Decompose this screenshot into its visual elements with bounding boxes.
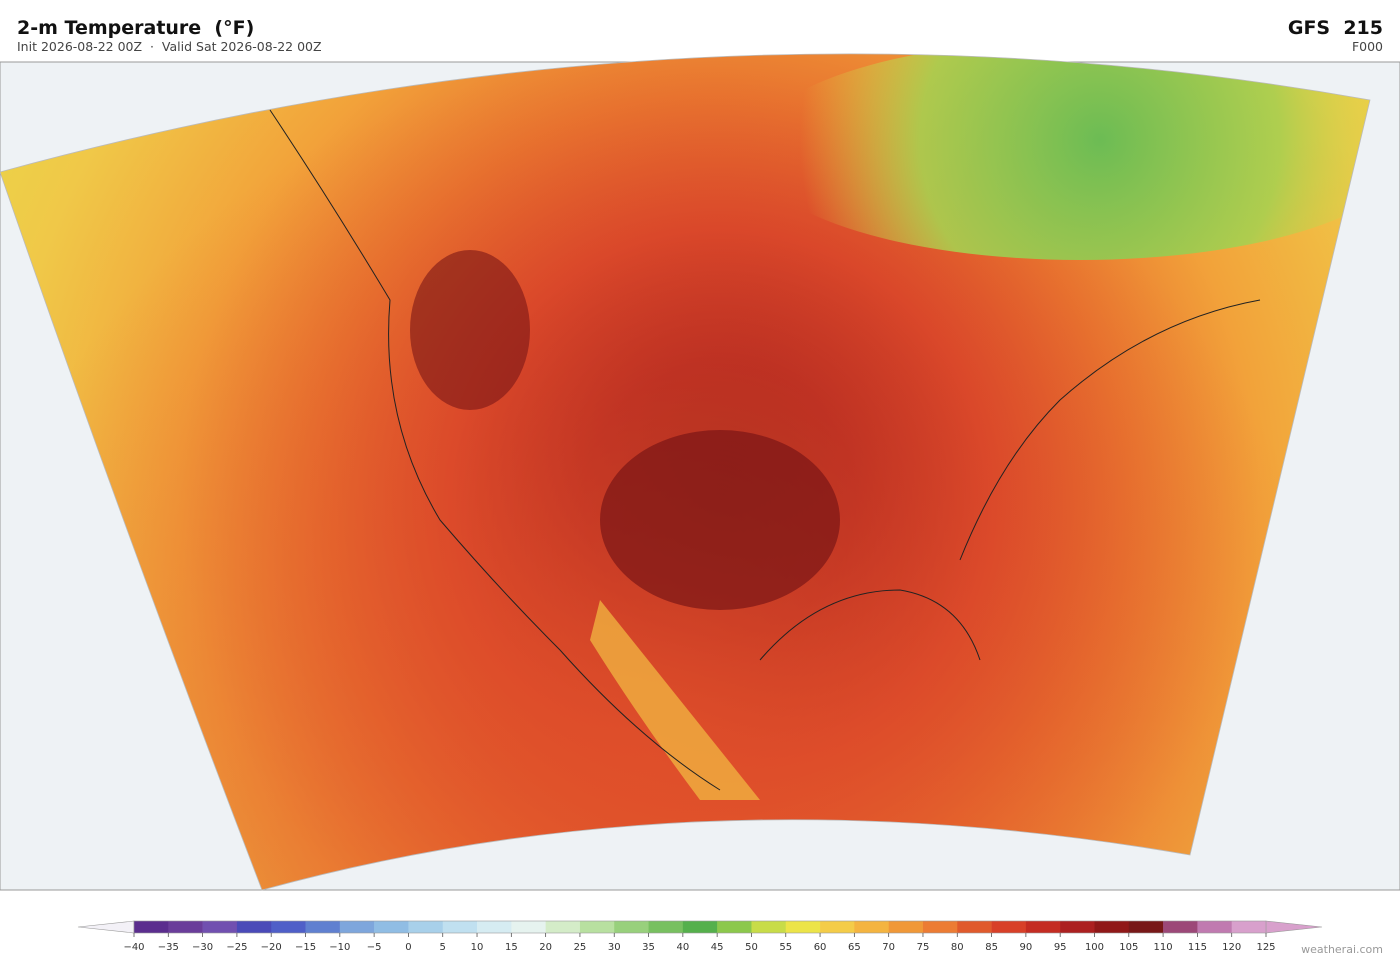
colorbar-segment — [991, 921, 1027, 933]
colorbar-frame — [133, 920, 1267, 934]
colorbar-segment — [1128, 921, 1164, 933]
colorbar-tick-label: 110 — [1154, 942, 1173, 953]
colorbar-tick-label: 10 — [471, 942, 484, 953]
colorbar-tick-label: 60 — [814, 942, 827, 953]
colorbar-segment — [271, 921, 306, 933]
colorbar-segment — [614, 921, 649, 933]
subtitle: Init 2026-08-22 00Z · Valid Sat 2026-08-… — [17, 39, 322, 54]
colorbar-tick-label: 40 — [676, 942, 689, 953]
colorbar-segment — [236, 921, 272, 933]
colorbar-tick-label: 25 — [574, 942, 587, 953]
colorbar-tick-label: −30 — [192, 942, 213, 953]
colorbar-segment — [854, 921, 889, 933]
colorbar-tick-label: 0 — [405, 942, 411, 953]
colorbar-tick-label: 95 — [1054, 942, 1067, 953]
colorbar-tick-label: 105 — [1119, 942, 1138, 953]
colorbar-segment — [1094, 921, 1130, 933]
colorbar-tick-label: 75 — [917, 942, 930, 953]
colorbar-tick-label: 100 — [1085, 942, 1104, 953]
colorbar-tick-label: −40 — [123, 942, 144, 953]
colorbar-segment — [202, 921, 238, 933]
colorbar-tick-label: −20 — [261, 942, 282, 953]
colorbar-tick-label: −5 — [367, 942, 382, 953]
colorbar-tick-label: 55 — [779, 942, 792, 953]
colorbar-tick-label: 45 — [711, 942, 724, 953]
colorbar-tick-label: 30 — [608, 942, 621, 953]
colorbar-tick-label: 15 — [505, 942, 518, 953]
colorbar-extend-low — [77, 920, 135, 934]
colorbar-segment — [1025, 921, 1061, 933]
colorbar-extend-high — [1265, 920, 1323, 934]
colorbar-segment — [1197, 921, 1232, 933]
colorbar-segment — [648, 921, 684, 933]
map — [0, 53, 1400, 891]
colorbar-segment — [408, 921, 444, 933]
colorbar-segment — [168, 921, 203, 933]
colorbar-segment — [579, 921, 615, 933]
colorbar-tick-label: 85 — [985, 942, 998, 953]
colorbar-segment — [922, 921, 958, 933]
colorbar: −40 −35 −30 −25 −20 −15 −10 −5 0 5 10 15 20 25 30 35 40 4… — [77, 920, 1323, 953]
colorbar-segment — [682, 921, 718, 933]
colorbar-segment — [1231, 921, 1267, 933]
colorbar-segment — [442, 921, 478, 933]
colorbar-tick-label: 125 — [1256, 942, 1275, 953]
colorbar-tick-label: 5 — [440, 942, 446, 953]
colorbar-segment — [751, 921, 787, 933]
colorbar-tick-label: −10 — [329, 942, 350, 953]
colorbar-segment — [785, 921, 821, 933]
temperature-field — [0, 53, 1370, 891]
colorbar-tick-label: 120 — [1222, 942, 1241, 953]
colorbar-segment — [477, 921, 512, 933]
colorbar-segment — [545, 921, 581, 933]
coastline — [269, 109, 1261, 791]
colorbar-segment — [134, 921, 169, 933]
colorbar-tick-label: 35 — [642, 942, 655, 953]
watermark: weatherai.com — [1301, 943, 1383, 956]
colorbar-tick-label: −15 — [295, 942, 316, 953]
model-label: GFS 215 — [1288, 17, 1383, 39]
colorbar-segment — [717, 921, 752, 933]
colorbar-tick-label: 90 — [1020, 942, 1033, 953]
colorbar-segment — [820, 921, 855, 933]
colorbar-segment — [305, 921, 341, 933]
colorbar-tick-label: −25 — [226, 942, 247, 953]
colorbar-segment — [374, 921, 409, 933]
colorbar-tick-label: −35 — [158, 942, 179, 953]
colorbar-tick-label: 80 — [951, 942, 964, 953]
colorbar-tick-label: 65 — [848, 942, 861, 953]
colorbar-segment — [339, 921, 375, 933]
colorbar-tick-label: 115 — [1188, 942, 1207, 953]
colorbar-tick-label: 20 — [539, 942, 552, 953]
colorbar-segment — [511, 921, 546, 933]
colorbar-segment — [888, 921, 924, 933]
forecast-hour: F000 — [1352, 39, 1383, 54]
colorbar-tick-label: 50 — [745, 942, 758, 953]
colorbar-segment — [1060, 921, 1095, 933]
colorbar-segment — [1163, 921, 1198, 933]
colorbar-segment — [957, 921, 992, 933]
colorbar-tick-label: 70 — [882, 942, 895, 953]
title: 2-m Temperature (°F) — [17, 17, 254, 39]
